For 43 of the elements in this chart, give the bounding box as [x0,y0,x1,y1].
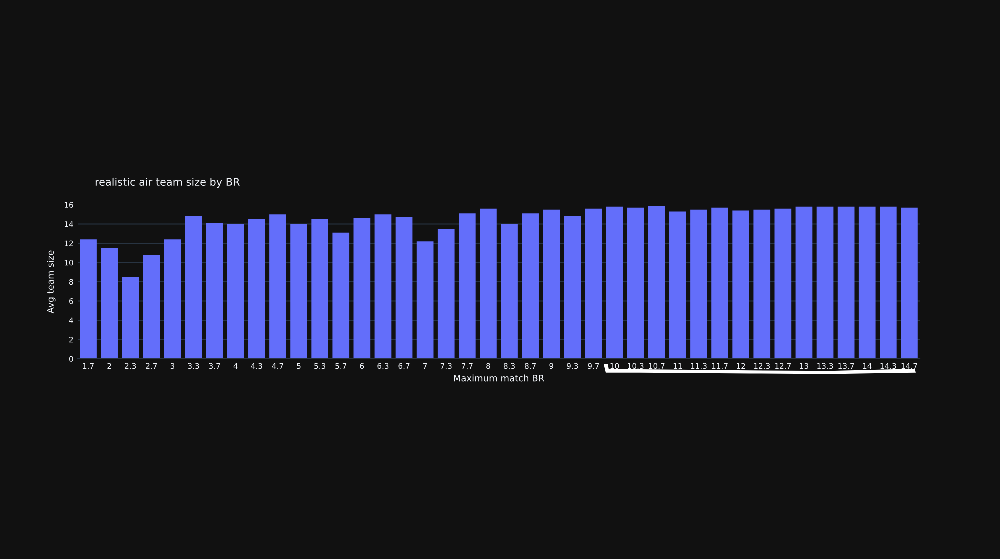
bar [416,242,434,359]
bar [206,223,224,359]
bar [80,240,97,359]
bar [606,206,624,359]
bar [480,208,497,359]
bar [354,218,371,359]
bar [627,208,644,359]
bar [290,224,308,359]
y-axis-title: Avg team size [47,250,56,314]
bar [164,240,182,359]
bar [459,214,476,359]
bar [396,218,413,359]
bar [101,248,118,359]
bar [143,255,160,359]
bar [754,210,771,359]
bar [838,206,855,359]
bar [312,219,328,359]
bar [248,219,266,359]
bar [438,229,455,359]
bar [816,206,834,359]
bar [270,214,286,359]
bar [648,206,666,359]
bar [796,206,813,359]
x-axis-title: Maximum match BR [454,374,544,382]
bar [690,210,708,359]
bar [227,224,244,359]
bar [501,224,518,359]
bar [564,216,582,359]
bar [901,208,918,359]
bar [543,210,560,359]
bar [880,206,897,359]
bar [374,214,392,359]
bar [712,208,728,359]
chart-title: realistic air team size by BR [96,178,240,188]
bar [858,206,876,359]
bar [122,277,140,359]
bar [774,208,792,359]
bar [522,214,539,359]
bar [332,232,350,359]
bar [670,212,686,359]
bar [585,208,602,359]
bar [185,216,202,359]
bar [732,210,750,359]
